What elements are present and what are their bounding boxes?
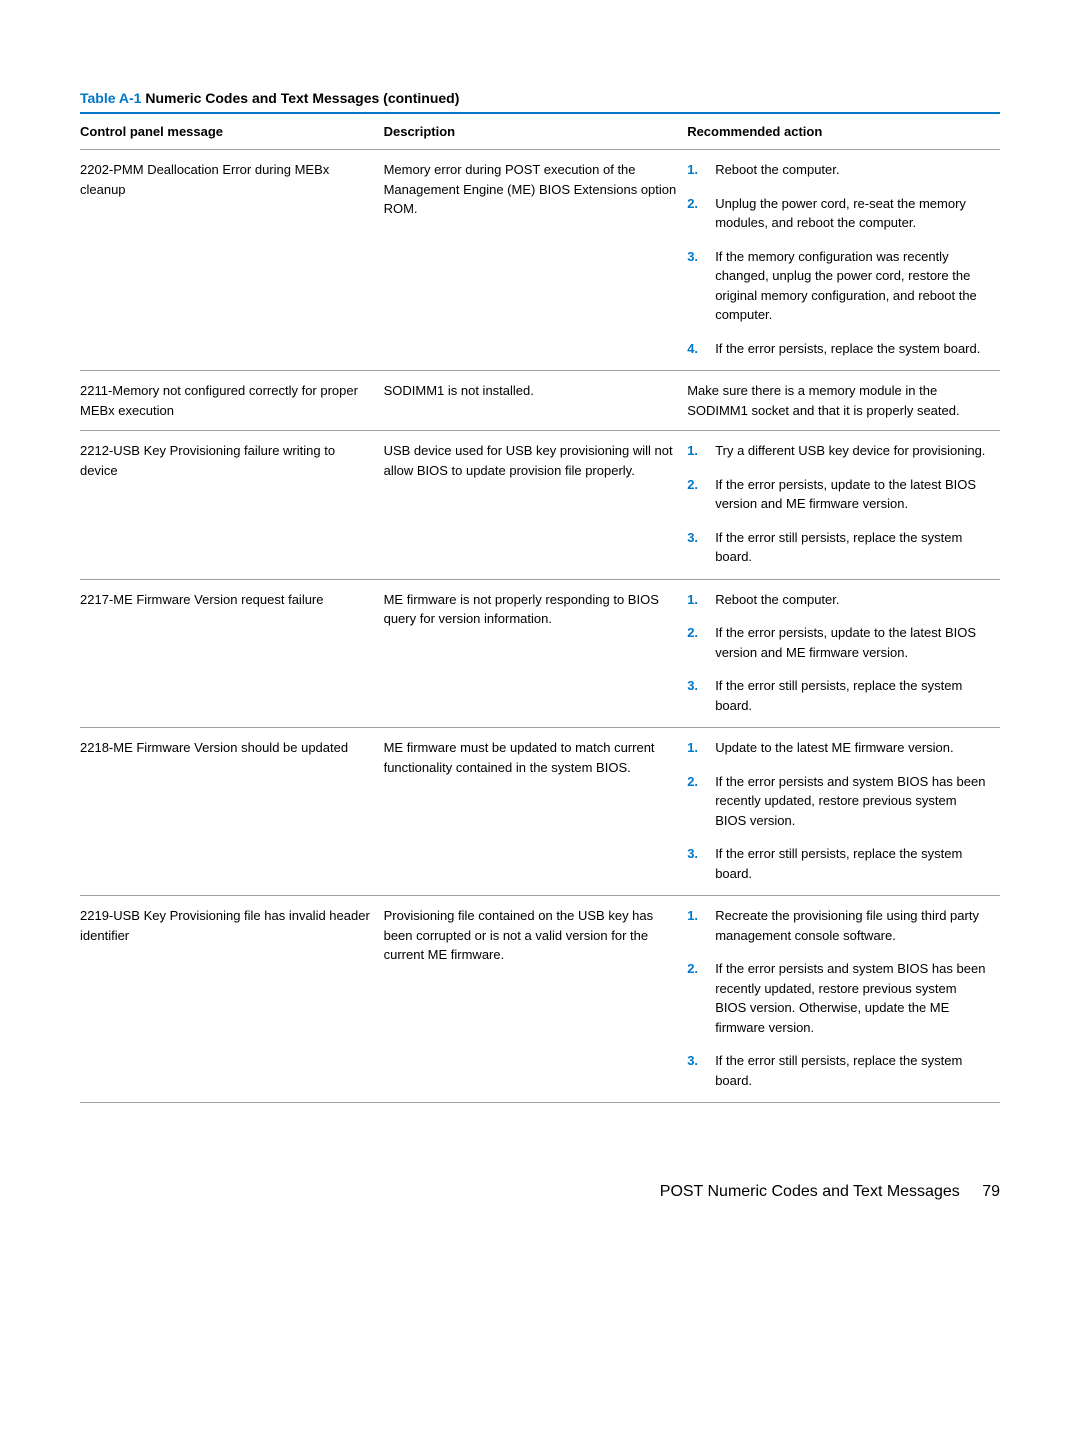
cell-message: 2217-ME Firmware Version request failure [80, 579, 384, 728]
action-item: 1.Recreate the provisioning file using t… [687, 906, 990, 945]
action-item: 2.If the error persists, update to the l… [687, 623, 990, 662]
action-number: 4. [687, 339, 715, 359]
action-number: 1. [687, 738, 715, 758]
action-step: Reboot the computer. [715, 590, 990, 610]
action-number: 2. [687, 959, 715, 979]
action-number: 2. [687, 772, 715, 792]
footer-page-number: 79 [982, 1183, 1000, 1200]
table-row: 2217-ME Firmware Version request failure… [80, 579, 1000, 728]
action-item: 2.Unplug the power cord, re-seat the mem… [687, 194, 990, 233]
action-step: If the memory configuration was recently… [715, 247, 990, 325]
table-caption: Table A-1 Numeric Codes and Text Message… [80, 90, 1000, 106]
action-item: 3.If the error still persists, replace t… [687, 676, 990, 715]
cell-action: 1.Reboot the computer.2.Unplug the power… [687, 150, 1000, 371]
cell-message: 2211-Memory not configured correctly for… [80, 371, 384, 431]
action-item: 1.Update to the latest ME firmware versi… [687, 738, 990, 758]
action-number: 3. [687, 1051, 715, 1071]
table-row: 2212-USB Key Provisioning failure writin… [80, 431, 1000, 580]
action-number: 2. [687, 623, 715, 643]
page-footer: POST Numeric Codes and Text Messages 79 [80, 1183, 1000, 1201]
action-item: 1.Try a different USB key device for pro… [687, 441, 990, 461]
table-row: 2202-PMM Deallocation Error during MEBx … [80, 150, 1000, 371]
action-step: If the error persists and system BIOS ha… [715, 772, 990, 831]
cell-action: 1.Recreate the provisioning file using t… [687, 896, 1000, 1103]
action-step: Unplug the power cord, re-seat the memor… [715, 194, 990, 233]
cell-message: 2219-USB Key Provisioning file has inval… [80, 896, 384, 1103]
cell-message: 2212-USB Key Provisioning failure writin… [80, 431, 384, 580]
action-number: 3. [687, 528, 715, 548]
cell-action: Make sure there is a memory module in th… [687, 371, 1000, 431]
action-item: 2.If the error persists and system BIOS … [687, 959, 990, 1037]
action-step: If the error persists, update to the lat… [715, 623, 990, 662]
action-step: Recreate the provisioning file using thi… [715, 906, 990, 945]
action-step: If the error persists and system BIOS ha… [715, 959, 990, 1037]
action-number: 2. [687, 475, 715, 495]
table-header-row: Control panel message Description Recomm… [80, 113, 1000, 150]
action-list: 1.Update to the latest ME firmware versi… [687, 738, 990, 883]
action-item: 2.If the error persists, update to the l… [687, 475, 990, 514]
action-text: Make sure there is a memory module in th… [687, 381, 990, 420]
table-row: 2211-Memory not configured correctly for… [80, 371, 1000, 431]
action-number: 3. [687, 676, 715, 696]
caption-title: Numeric Codes and Text Messages (continu… [141, 90, 459, 106]
action-step: If the error persists, replace the syste… [715, 339, 990, 359]
caption-link: Table A-1 [80, 90, 141, 106]
action-number: 1. [687, 906, 715, 926]
action-list: 1.Reboot the computer.2.Unplug the power… [687, 160, 990, 358]
cell-description: Memory error during POST execution of th… [384, 150, 688, 371]
cell-action: 1.Try a different USB key device for pro… [687, 431, 1000, 580]
action-list: 1.Try a different USB key device for pro… [687, 441, 990, 567]
action-step: If the error still persists, replace the… [715, 676, 990, 715]
action-step: If the error still persists, replace the… [715, 528, 990, 567]
table-row: 2218-ME Firmware Version should be updat… [80, 728, 1000, 896]
action-list: 1.Recreate the provisioning file using t… [687, 906, 990, 1090]
col-header-action: Recommended action [687, 113, 1000, 150]
col-header-message: Control panel message [80, 113, 384, 150]
action-step: Update to the latest ME firmware version… [715, 738, 990, 758]
cell-message: 2218-ME Firmware Version should be updat… [80, 728, 384, 896]
action-step: If the error persists, update to the lat… [715, 475, 990, 514]
codes-table: Control panel message Description Recomm… [80, 112, 1000, 1103]
col-header-description: Description [384, 113, 688, 150]
cell-description: SODIMM1 is not installed. [384, 371, 688, 431]
action-step: If the error still persists, replace the… [715, 844, 990, 883]
cell-action: 1.Update to the latest ME firmware versi… [687, 728, 1000, 896]
table-row: 2219-USB Key Provisioning file has inval… [80, 896, 1000, 1103]
cell-description: ME firmware must be updated to match cur… [384, 728, 688, 896]
cell-action: 1.Reboot the computer.2.If the error per… [687, 579, 1000, 728]
action-item: 3.If the error still persists, replace t… [687, 528, 990, 567]
cell-description: USB device used for USB key provisioning… [384, 431, 688, 580]
action-number: 1. [687, 441, 715, 461]
action-item: 1.Reboot the computer. [687, 590, 990, 610]
action-list: 1.Reboot the computer.2.If the error per… [687, 590, 990, 716]
cell-description: Provisioning file contained on the USB k… [384, 896, 688, 1103]
action-item: 1.Reboot the computer. [687, 160, 990, 180]
footer-title: POST Numeric Codes and Text Messages [660, 1183, 960, 1200]
action-item: 4.If the error persists, replace the sys… [687, 339, 990, 359]
cell-description: ME firmware is not properly responding t… [384, 579, 688, 728]
action-item: 3.If the error still persists, replace t… [687, 844, 990, 883]
action-item: 2.If the error persists and system BIOS … [687, 772, 990, 831]
action-step: Try a different USB key device for provi… [715, 441, 990, 461]
action-number: 1. [687, 160, 715, 180]
action-item: 3.If the memory configuration was recent… [687, 247, 990, 325]
action-step: If the error still persists, replace the… [715, 1051, 990, 1090]
cell-message: 2202-PMM Deallocation Error during MEBx … [80, 150, 384, 371]
action-item: 3.If the error still persists, replace t… [687, 1051, 990, 1090]
action-step: Reboot the computer. [715, 160, 990, 180]
action-number: 1. [687, 590, 715, 610]
action-number: 3. [687, 844, 715, 864]
action-number: 3. [687, 247, 715, 267]
action-number: 2. [687, 194, 715, 214]
